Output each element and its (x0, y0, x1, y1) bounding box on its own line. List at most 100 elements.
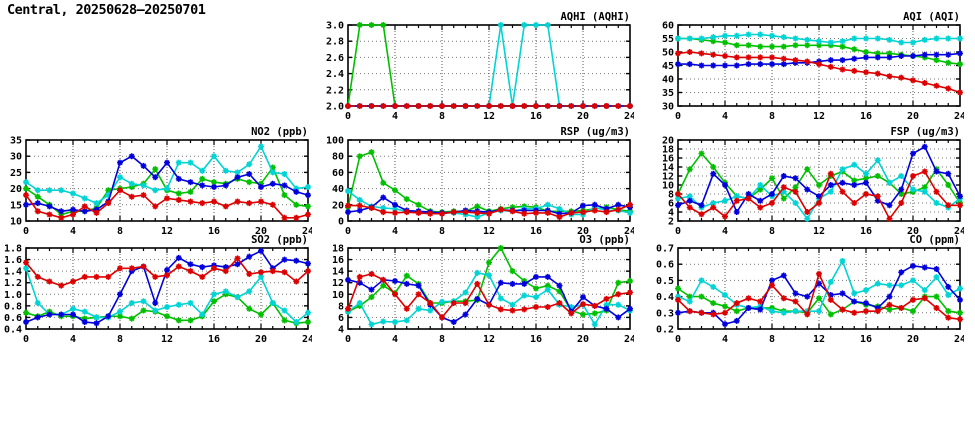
y-tick-label: 16 (662, 154, 674, 165)
y-tick-label: 30 (662, 102, 674, 113)
x-tick-label: 16 (530, 226, 542, 237)
x-tick-label: 8 (117, 226, 123, 237)
y-tick-label: 2.8 (326, 37, 344, 48)
chart-no2-canvas: 10 15 20 25 30 35 0 4 8 12 16 20 24 NO2 (ppb) (10, 126, 314, 237)
x-tick-label: 24 (302, 334, 312, 345)
x-tick-label: 8 (439, 226, 445, 237)
x-tick-label: 0 (345, 226, 351, 237)
y-tick-label: 30 (10, 152, 22, 163)
x-tick-label: 20 (577, 334, 589, 345)
x-tick-label: 12 (813, 111, 825, 122)
chart-rsp-canvas: 0 20 40 60 80 100 0 4 8 12 16 20 24 RSP (ug/m3) (326, 126, 636, 237)
y-tick-label: 8 (338, 301, 344, 312)
x-tick-label: 12 (161, 226, 173, 237)
x-tick-label: 4 (722, 226, 728, 237)
y-tick-label: 2.2 (326, 85, 344, 96)
y-tick-label: 80 (332, 152, 344, 163)
chart-aqi: 30 35 40 45 50 55 60 0 4 8 12 16 20 24 AQI (AQI) (652, 9, 966, 125)
chart-aqhi: 2.0 2.2 2.4 2.6 2.8 3.0 0 4 8 12 16 20 24 AQHI (AQHI) (322, 9, 636, 125)
x-tick-label: 16 (860, 226, 872, 237)
x-tick-label: 8 (439, 111, 445, 122)
chart-rsp-markers-red (345, 201, 633, 220)
y-tick-label: 0.5 (656, 276, 674, 287)
chart-title: NO2 (ppb) (251, 126, 308, 138)
y-tick-label: 15 (10, 200, 22, 211)
x-tick-label: 20 (577, 111, 589, 122)
x-tick-label: 0 (23, 226, 29, 237)
x-tick-label: 4 (722, 111, 728, 122)
y-tick-label: 12 (662, 172, 674, 183)
x-tick-label: 0 (345, 111, 351, 122)
x-tick-label: 24 (954, 334, 964, 345)
x-tick-label: 4 (392, 226, 398, 237)
y-tick-label: 35 (662, 88, 674, 99)
x-tick-label: 24 (624, 334, 634, 345)
x-tick-label: 16 (860, 111, 872, 122)
x-tick-label: 0 (675, 226, 681, 237)
y-tick-label: 1.8 (4, 244, 22, 255)
y-tick-label: 2.6 (326, 53, 344, 64)
x-tick-label: 8 (117, 334, 123, 345)
chart-o3-markers-red (345, 271, 633, 321)
y-tick-label: 20 (662, 136, 674, 147)
y-tick-label: 14 (662, 163, 674, 174)
chart-no2: 10 15 20 25 30 35 0 4 8 12 16 20 24 NO2 (ppb) (0, 124, 314, 240)
x-tick-label: 16 (208, 334, 220, 345)
y-tick-label: 1.0 (4, 290, 22, 301)
y-tick-label: 16 (332, 255, 344, 266)
y-tick-label: 1.2 (4, 278, 22, 289)
x-tick-label: 8 (439, 334, 445, 345)
chart-co-canvas: 0.2 0.3 0.4 0.5 0.6 0.7 0 4 8 12 16 20 24 CO (ppm) (656, 234, 966, 345)
y-tick-label: 0.3 (656, 308, 674, 319)
x-tick-label: 0 (675, 111, 681, 122)
chart-aqhi-canvas: 2.0 2.2 2.4 2.6 2.8 3.0 0 4 8 12 16 20 24 AQHI (AQHI) (326, 11, 636, 122)
chart-title: FSP (ug/m3) (890, 126, 960, 138)
chart-title: AQI (AQI) (903, 11, 960, 23)
chart-aqhi-markers-green (345, 22, 633, 109)
x-tick-label: 20 (907, 226, 919, 237)
x-tick-label: 0 (345, 334, 351, 345)
y-tick-label: 18 (332, 244, 344, 255)
y-tick-label: 40 (662, 75, 674, 86)
page-title: Central, 20250628–20250701 (7, 2, 206, 18)
x-tick-label: 8 (769, 111, 775, 122)
x-tick-label: 24 (954, 111, 964, 122)
x-tick-label: 12 (483, 226, 495, 237)
chart-o3: 4 6 8 10 12 14 16 18 0 4 8 12 16 20 24 O3 (ppb) (322, 232, 636, 348)
x-tick-label: 8 (769, 226, 775, 237)
x-tick-label: 12 (483, 111, 495, 122)
y-tick-label: 2.0 (326, 102, 344, 113)
x-tick-label: 20 (577, 226, 589, 237)
chart-no2-markers-cyan (23, 143, 311, 207)
x-tick-label: 16 (208, 226, 220, 237)
y-tick-label: 6 (338, 313, 344, 324)
x-tick-label: 12 (483, 334, 495, 345)
y-tick-label: 14 (332, 267, 344, 278)
chart-so2-markers-red (23, 255, 311, 289)
y-tick-label: 0.6 (4, 313, 22, 324)
y-tick-label: 0.8 (4, 301, 22, 312)
x-tick-label: 4 (70, 226, 76, 237)
y-tick-label: 10 (10, 217, 22, 228)
chart-title: O3 (ppb) (579, 234, 630, 246)
chart-rsp: 0 20 40 60 80 100 0 4 8 12 16 20 24 RSP (ug/m3) (322, 124, 636, 240)
chart-title: CO (ppm) (909, 234, 960, 246)
chart-aqi-canvas: 30 35 40 45 50 55 60 0 4 8 12 16 20 24 AQI (AQI) (662, 11, 966, 122)
chart-so2: 0.4 0.6 0.8 1.0 1.2 1.4 1.6 1.8 0 4 8 12 16 20 24 SO2 (… (0, 232, 314, 348)
y-tick-label: 0.4 (656, 292, 674, 303)
x-tick-label: 16 (860, 334, 872, 345)
x-tick-label: 20 (255, 334, 267, 345)
x-tick-label: 12 (161, 334, 173, 345)
y-tick-label: 25 (10, 168, 22, 179)
x-tick-label: 8 (769, 334, 775, 345)
y-tick-label: 45 (662, 61, 674, 72)
y-tick-label: 0.6 (656, 260, 674, 271)
chart-so2-canvas: 0.40.60.81.01.21.41.61.8 0 4 8 12 16 20 24 SO2 (… (4, 234, 314, 345)
chart-title: SO2 (ppb) (251, 234, 308, 246)
x-tick-label: 20 (907, 111, 919, 122)
x-tick-label: 0 (675, 334, 681, 345)
y-tick-label: 8 (668, 190, 674, 201)
y-tick-label: 18 (662, 145, 674, 156)
